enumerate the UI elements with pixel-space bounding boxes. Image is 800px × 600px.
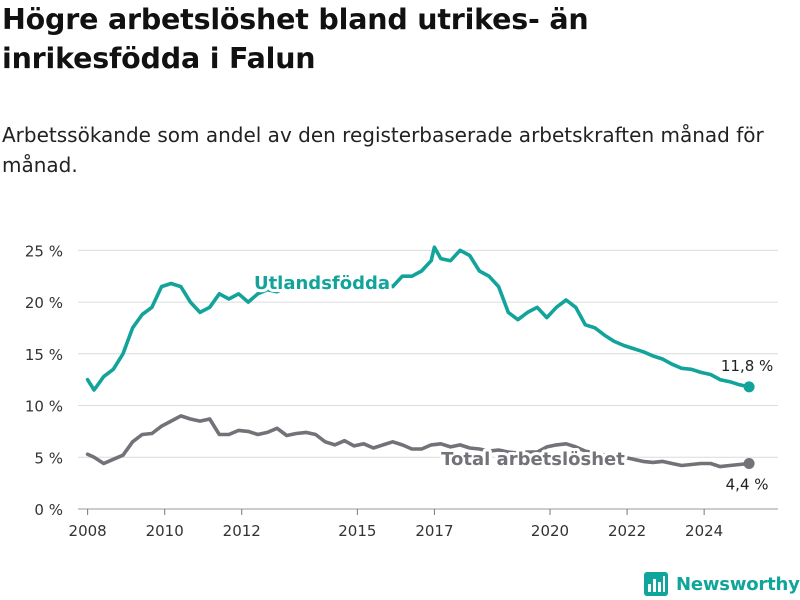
x-tick-label: 2024: [685, 522, 723, 540]
y-tick-label: 10 %: [25, 398, 63, 416]
series-label-total: Total arbetslöshet: [441, 449, 625, 470]
x-tick-label: 2017: [415, 522, 453, 540]
bar-chart-logo-icon: [644, 572, 668, 596]
chart-subtitle: Arbetssökande som andel av den registerb…: [2, 123, 764, 177]
x-tick-label: 2008: [69, 522, 107, 540]
y-axis-ticks: 0 % 5 % 10 % 15 % 20 % 25 %: [25, 242, 63, 519]
series-label-utlandsfodda: Utlandsfödda: [254, 273, 390, 294]
y-tick-label: 0 %: [34, 501, 63, 519]
end-point-utlandsfodda: [743, 381, 755, 393]
series-lines: [85, 245, 755, 469]
newsworthy-brand: Newsworthy: [644, 568, 800, 600]
end-point-total: [743, 457, 755, 469]
y-tick-label: 15 %: [25, 346, 63, 364]
y-tick-label: 25 %: [25, 242, 63, 260]
x-tick-label: 2015: [338, 522, 376, 540]
x-tick-label: 2010: [146, 522, 184, 540]
series-labels: 11,8 % 4,4 % Utlandsfödda Total arbetslöshe…: [251, 270, 773, 493]
series-line-total: [85, 414, 751, 469]
brand-name: Newsworthy: [676, 573, 800, 595]
end-label-total: 4,4 %: [726, 475, 769, 493]
grid-lines: [78, 249, 778, 510]
chart-title: Högre arbetslöshet bland utrikes- än inr…: [2, 3, 589, 75]
y-tick-label: 20 %: [25, 294, 63, 312]
x-tick-label: 2020: [531, 522, 569, 540]
x-tick-label: 2012: [223, 522, 261, 540]
x-axis-ticks: 2008 2010 2012 2015 2017 2020 2022 2024: [69, 509, 723, 540]
x-tick-label: 2022: [608, 522, 646, 540]
y-tick-label: 5 %: [34, 449, 63, 467]
series-line-utlandsfodda: [85, 245, 751, 392]
end-label-utlandsfodda: 11,8 %: [721, 357, 773, 375]
